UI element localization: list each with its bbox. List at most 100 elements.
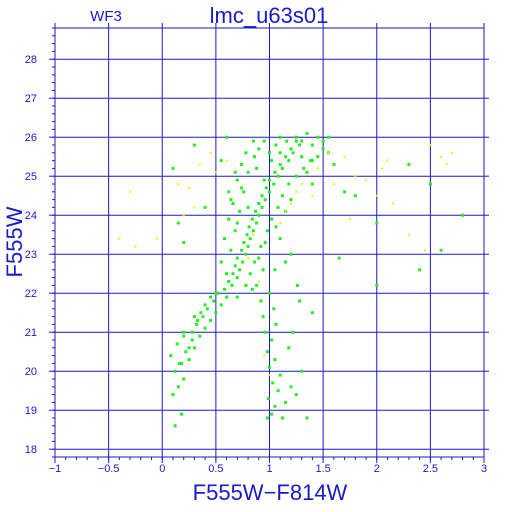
data-point (259, 244, 263, 248)
y-tick-label: 25 (25, 171, 37, 183)
data-point (365, 179, 367, 182)
y-tick-label: 23 (25, 249, 37, 261)
data-point (214, 171, 217, 174)
data-point (316, 167, 319, 170)
data-point (229, 248, 233, 252)
y-tick-label: 22 (25, 288, 37, 300)
data-point (209, 319, 212, 322)
data-point (289, 147, 293, 151)
data-point (216, 291, 220, 295)
data-point (255, 166, 259, 170)
data-point (242, 241, 246, 244)
data-point (250, 287, 254, 291)
data-point (407, 163, 411, 166)
data-point (353, 194, 357, 198)
data-point (203, 303, 207, 307)
y-tick-label: 26 (25, 132, 37, 144)
data-point (244, 252, 248, 256)
data-point (337, 256, 341, 260)
data-point (265, 350, 269, 354)
data-point (327, 151, 330, 154)
data-point (233, 170, 237, 174)
grid-lines (55, 28, 484, 457)
y-tick-label: 19 (25, 405, 37, 417)
data-point (255, 221, 259, 225)
data-point (294, 139, 298, 143)
data-point (260, 194, 264, 198)
data-point (375, 283, 379, 287)
data-point (343, 190, 347, 194)
data-point (231, 272, 235, 276)
data-point (184, 350, 188, 354)
data-point (291, 151, 295, 155)
data-point (242, 190, 246, 194)
data-point (265, 229, 269, 233)
data-point (273, 170, 277, 174)
data-point (310, 143, 314, 147)
data-point (268, 374, 271, 377)
data-point (311, 194, 314, 197)
data-point (214, 311, 218, 315)
data-point (245, 233, 249, 237)
data-point (381, 167, 384, 170)
data-point (310, 182, 314, 186)
x-tick-label: 0 (159, 463, 165, 475)
data-point (276, 205, 280, 209)
data-point (278, 135, 282, 139)
data-point (171, 393, 175, 397)
data-point (209, 151, 212, 154)
data-point (182, 241, 186, 244)
data-point (263, 330, 267, 334)
data-point (248, 272, 252, 276)
x-tick-label: 2.5 (423, 463, 438, 475)
x-tick-label: 0.5 (208, 463, 223, 475)
data-point (295, 283, 299, 287)
data-points (118, 131, 464, 428)
data-point (298, 299, 301, 303)
data-point (386, 159, 389, 162)
data-point (240, 163, 244, 166)
data-point (308, 159, 312, 163)
data-point (190, 338, 194, 342)
data-point (176, 221, 180, 225)
data-point (321, 147, 325, 151)
data-point (450, 151, 453, 154)
data-point (274, 322, 278, 326)
data-point (233, 264, 237, 268)
data-point (219, 303, 223, 307)
data-point (251, 139, 255, 143)
data-point (262, 178, 266, 182)
data-point (227, 190, 231, 194)
data-point (289, 252, 293, 256)
data-point (240, 186, 244, 190)
chart-title: lmc_u63s01 (210, 3, 329, 28)
data-point (270, 338, 274, 342)
data-point (439, 248, 443, 252)
data-point (280, 194, 284, 198)
y-tick-label: 27 (25, 93, 37, 105)
data-point (225, 272, 229, 276)
data-point (235, 276, 239, 280)
data-point (169, 354, 173, 358)
data-point (227, 280, 231, 283)
data-point (305, 131, 309, 135)
data-point (187, 346, 191, 350)
data-point (257, 202, 261, 205)
data-point (264, 186, 268, 190)
data-point (316, 135, 320, 139)
data-point (310, 311, 314, 315)
y-axis-label: F555W (2, 206, 27, 277)
data-point (192, 143, 196, 147)
data-point (182, 330, 186, 334)
data-point (321, 139, 325, 143)
data-point (238, 268, 241, 272)
data-point (265, 416, 269, 420)
data-point (190, 330, 194, 334)
data-point (278, 373, 282, 377)
data-point (230, 283, 234, 287)
data-point (428, 182, 432, 186)
data-point (278, 151, 282, 155)
data-point (375, 221, 379, 225)
data-point (205, 307, 209, 311)
